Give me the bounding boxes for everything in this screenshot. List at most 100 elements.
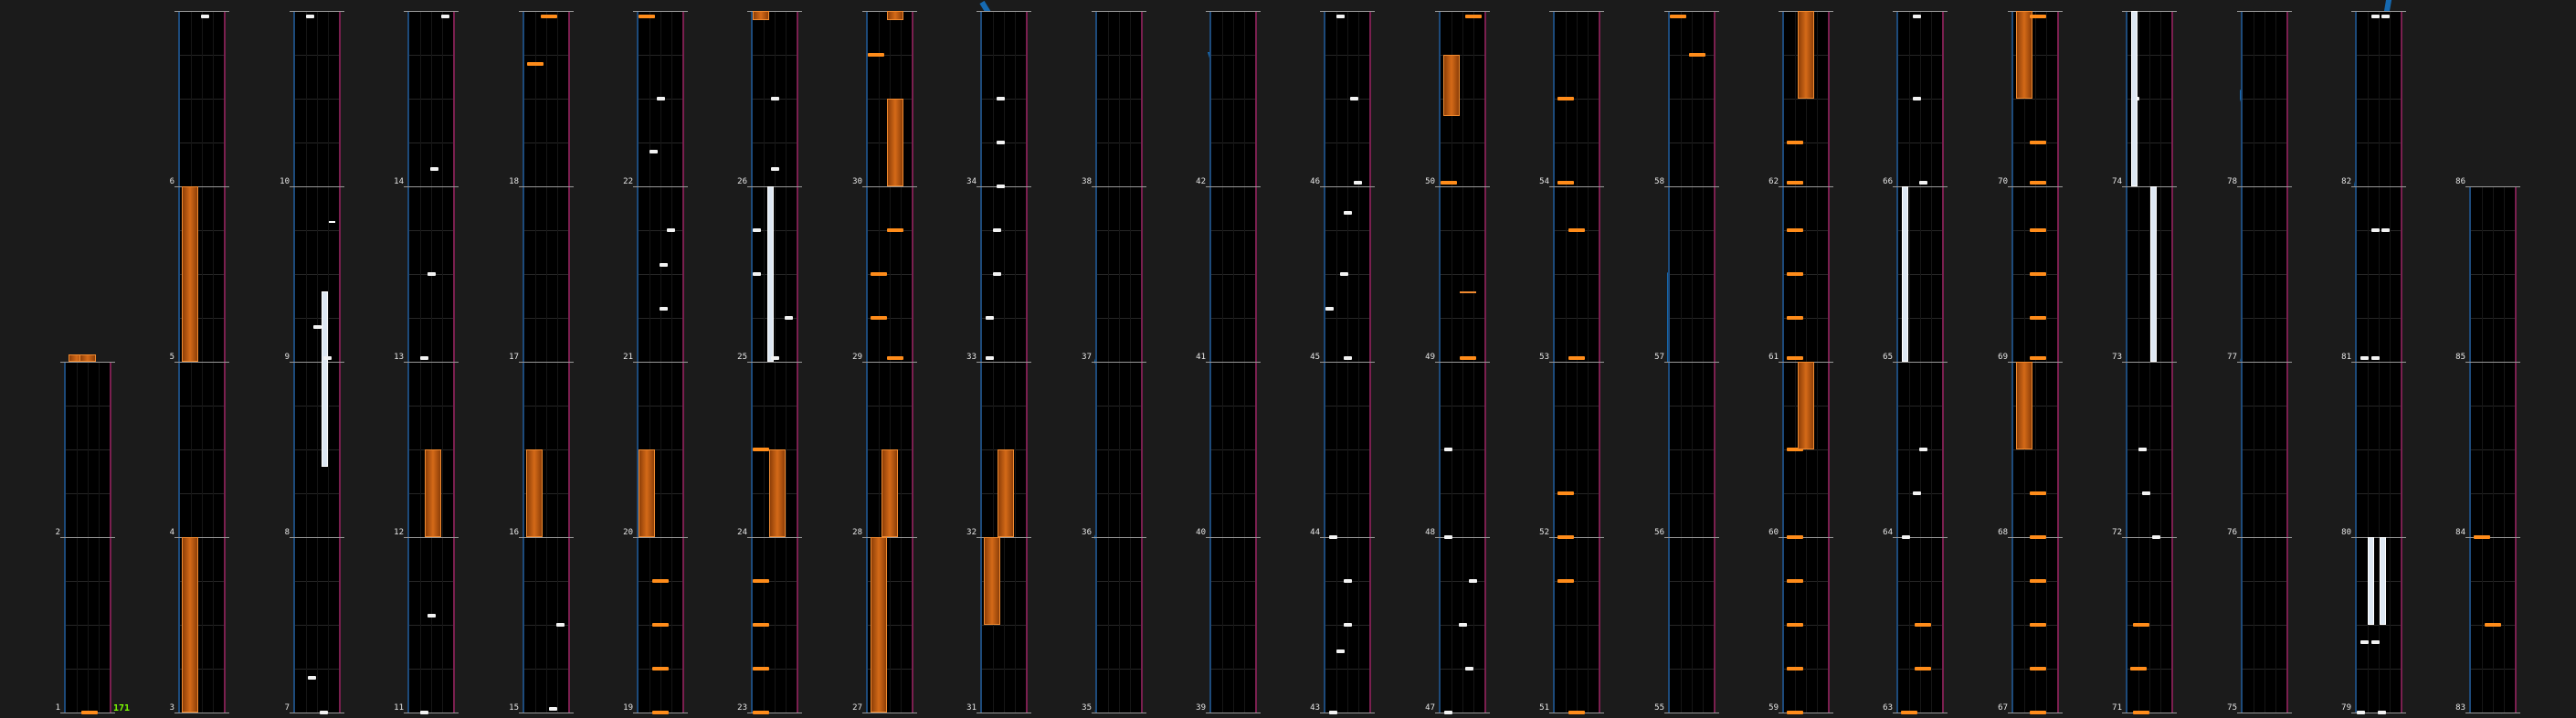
measure-number: 24 xyxy=(737,528,747,537)
tap-note xyxy=(1343,579,1352,583)
measure-number: 69 xyxy=(1998,353,2008,362)
tap-note xyxy=(312,324,322,329)
measure-number: 83 xyxy=(2455,703,2465,713)
measure-line xyxy=(1435,186,1490,187)
measure-number: 55 xyxy=(1654,703,1664,713)
measure-line xyxy=(1206,186,1261,187)
tap-note xyxy=(2030,316,2046,320)
measure-number: 9 xyxy=(284,353,290,362)
measure-number: 14 xyxy=(394,177,404,186)
tap-note xyxy=(996,141,1005,144)
tap-note xyxy=(753,667,769,670)
hold-note xyxy=(1460,291,1476,294)
tap-note xyxy=(996,185,1005,188)
hold-note xyxy=(887,99,903,186)
measure-line xyxy=(1435,11,1490,12)
measure-number: 78 xyxy=(2227,177,2237,186)
measure-line xyxy=(60,537,115,538)
tap-note xyxy=(1325,307,1334,311)
tap-note xyxy=(2474,535,2490,539)
tap-note xyxy=(753,579,769,583)
measure-line xyxy=(1549,362,1604,363)
tap-note xyxy=(1443,535,1452,539)
measure-line xyxy=(2465,362,2520,363)
tap-note xyxy=(2381,228,2391,232)
tap-note xyxy=(1465,667,1474,670)
tap-note xyxy=(1787,623,1803,627)
measure-line xyxy=(2008,186,2063,187)
tap-note xyxy=(2030,491,2046,495)
tap-note xyxy=(1443,448,1452,451)
measure-line xyxy=(2008,11,2063,12)
tap-note xyxy=(871,316,887,320)
measure-number: 57 xyxy=(1654,353,1664,362)
measure-number: 58 xyxy=(1654,177,1664,186)
measure-number: 60 xyxy=(1768,528,1779,537)
tap-note xyxy=(1343,623,1352,627)
tap-note xyxy=(1787,272,1803,276)
tap-note xyxy=(2030,272,2046,276)
tap-note xyxy=(1915,667,1931,670)
tap-note xyxy=(2370,228,2380,232)
measure-line xyxy=(1092,11,1146,12)
measure-number: 38 xyxy=(1082,177,1092,186)
measure-number: 35 xyxy=(1082,703,1092,713)
tap-note xyxy=(2030,356,2046,361)
tap-note xyxy=(868,53,884,57)
measure-number: 50 xyxy=(1425,177,1435,186)
tap-note xyxy=(996,97,1005,100)
tap-note xyxy=(1443,711,1452,714)
measure-line xyxy=(1206,362,1261,363)
tap-note xyxy=(2378,711,2387,714)
tap-note xyxy=(1689,53,1705,57)
measure-number: 6 xyxy=(169,177,174,186)
tap-note xyxy=(871,272,887,276)
measure-number: 40 xyxy=(1196,528,1206,537)
tap-note xyxy=(753,272,761,276)
hold-note xyxy=(639,449,655,537)
tap-note xyxy=(652,711,669,714)
tap-note xyxy=(639,14,655,18)
measure-number: 21 xyxy=(623,353,633,362)
measure-number: 11 xyxy=(394,703,404,713)
tap-note xyxy=(1901,711,1917,714)
tap-note xyxy=(1557,491,1574,495)
tap-note xyxy=(985,316,994,320)
measure-line xyxy=(2237,186,2292,187)
measure-number: 59 xyxy=(1768,703,1779,713)
tap-note xyxy=(1787,316,1803,320)
tap-note xyxy=(1343,210,1352,215)
tap-note xyxy=(753,228,761,232)
hold-note xyxy=(79,354,96,362)
hold-note xyxy=(871,537,887,713)
tap-note xyxy=(1787,141,1803,144)
tap-note xyxy=(1343,356,1352,361)
measure-number: 48 xyxy=(1425,528,1435,537)
measure-line xyxy=(2122,537,2177,538)
hold-note xyxy=(424,449,441,537)
measure-number: 2 xyxy=(55,528,60,537)
measure-number: 30 xyxy=(852,177,862,186)
measure-number: 52 xyxy=(1539,528,1549,537)
tap-note xyxy=(1336,14,1345,18)
tap-note xyxy=(2485,623,2501,627)
tap-note xyxy=(1787,535,1803,539)
hold-note xyxy=(525,449,543,537)
tap-note xyxy=(2152,535,2161,539)
measure-line xyxy=(519,537,574,538)
measure-number: 45 xyxy=(1310,353,1320,362)
hold-note xyxy=(887,11,903,20)
hold-note xyxy=(181,186,198,362)
hold-note xyxy=(1798,11,1814,99)
tap-note xyxy=(785,316,794,320)
measure-number: 73 xyxy=(2112,353,2122,362)
measure-line xyxy=(2465,537,2520,538)
hold-note xyxy=(2149,186,2157,362)
measure-line xyxy=(633,11,688,12)
tap-note xyxy=(1787,448,1803,451)
measure-number: 76 xyxy=(2227,528,2237,537)
measure-number: 36 xyxy=(1082,528,1092,537)
tap-note xyxy=(2133,711,2149,714)
measure-line xyxy=(1664,362,1719,363)
